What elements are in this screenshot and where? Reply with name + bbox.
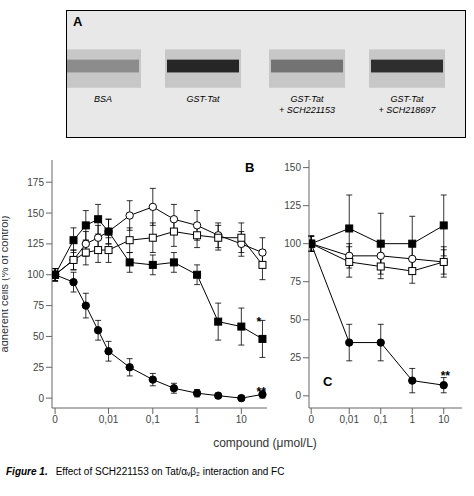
svg-text:adherent cells (% of control): adherent cells (% of control) <box>8 216 10 353</box>
svg-text:1: 1 <box>194 414 200 425</box>
svg-text:0: 0 <box>38 393 44 404</box>
svg-text:0,1: 0,1 <box>374 414 388 425</box>
svg-text:75: 75 <box>33 300 45 311</box>
svg-text:0: 0 <box>52 414 58 425</box>
svg-text:*: * <box>256 315 261 329</box>
svg-text:GST-Tat+ SCH221153: GST-Tat+ SCH221153 <box>279 94 335 115</box>
svg-text:50: 50 <box>33 331 45 342</box>
html-text:Figure 1.: Figure 1. <box>6 466 48 477</box>
svg-text:0,01: 0,01 <box>340 414 360 425</box>
html-text:B: B <box>245 160 255 175</box>
svg-text:25: 25 <box>33 362 45 373</box>
svg-text:A: A <box>73 14 83 29</box>
svg-text:GST-Tat: GST-Tat <box>187 94 220 104</box>
svg-text:150: 150 <box>284 162 301 173</box>
svg-text:0,1: 0,1 <box>146 414 160 425</box>
svg-text:100: 100 <box>284 238 301 249</box>
svg-text:GST-Tat+ SCH218697: GST-Tat+ SCH218697 <box>379 94 437 115</box>
svg-text:**: ** <box>441 369 451 383</box>
svg-text:25: 25 <box>290 352 302 363</box>
svg-text:10: 10 <box>438 414 450 425</box>
svg-text:150: 150 <box>27 208 44 219</box>
svg-text:**: ** <box>256 385 266 399</box>
svg-text:125: 125 <box>284 200 301 211</box>
svg-text:BSA: BSA <box>94 94 112 104</box>
html-text:compound (μmol/L): compound (μmol/L) <box>213 436 317 450</box>
svg-text:1: 1 <box>409 414 415 425</box>
svg-text:125: 125 <box>27 238 44 249</box>
svg-text:0,01: 0,01 <box>99 414 119 425</box>
html-text:C: C <box>323 374 333 389</box>
svg-text:75: 75 <box>290 276 302 287</box>
svg-text:50: 50 <box>290 314 302 325</box>
svg-text:100: 100 <box>27 269 44 280</box>
svg-text:10: 10 <box>236 414 248 425</box>
svg-text:175: 175 <box>27 177 44 188</box>
svg-text:0: 0 <box>295 390 301 401</box>
svg-text:0: 0 <box>308 414 314 425</box>
html-text:Effect of SCH221153 on Tat/αᵥβ: Effect of SCH221153 on Tat/αᵥβ₂ interact… <box>55 466 285 477</box>
